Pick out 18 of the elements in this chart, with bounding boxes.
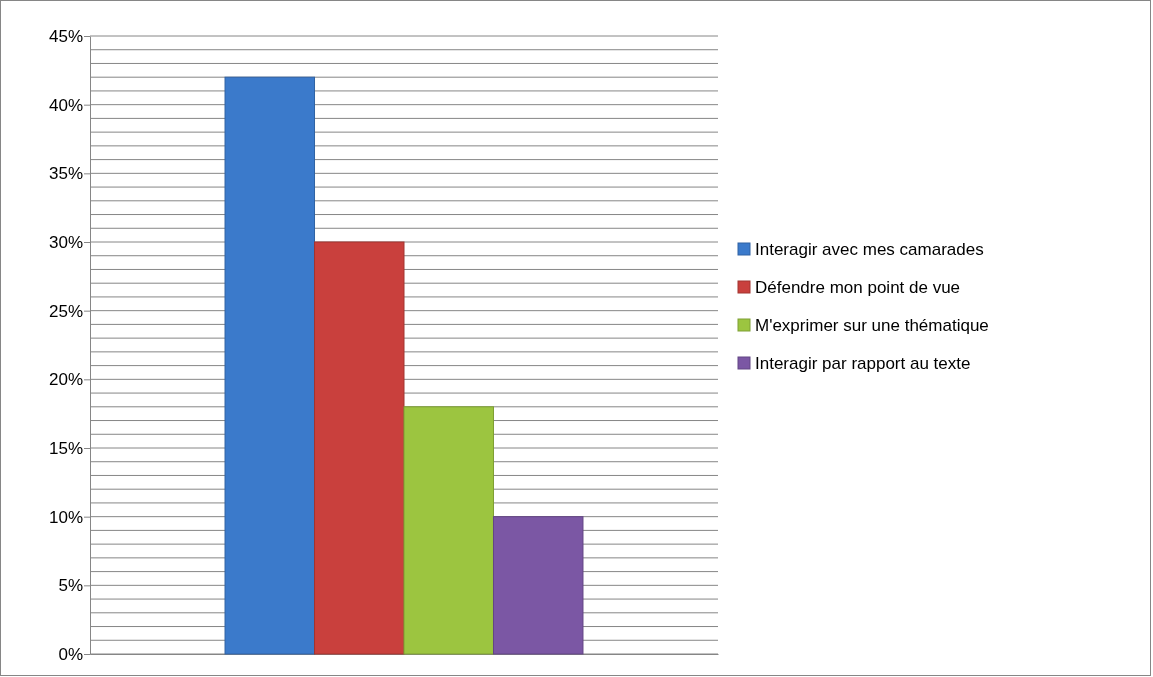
legend-label: Interagir par rapport au texte — [755, 354, 971, 373]
y-tick-label: 10% — [48, 507, 83, 527]
bar — [224, 76, 316, 655]
y-tick-label: 35% — [48, 164, 83, 184]
legend-label: M'exprimer sur une thématique — [755, 316, 989, 335]
y-tick-label: 0% — [58, 644, 83, 664]
y-tick-label: 25% — [48, 301, 83, 321]
y-tick-label: 30% — [48, 232, 83, 252]
bar — [314, 241, 405, 655]
legend-label: Défendre mon point de vue — [755, 278, 961, 297]
y-tick-label: 45% — [48, 26, 83, 46]
y-tick-label: 5% — [58, 576, 83, 596]
y-tick-label: 40% — [48, 95, 83, 115]
y-tick-label: 15% — [48, 438, 83, 458]
bar — [492, 516, 584, 655]
bar — [403, 406, 494, 655]
legend-label: Interagir avec mes camarades — [755, 240, 984, 259]
y-tick-label: 20% — [48, 370, 83, 390]
